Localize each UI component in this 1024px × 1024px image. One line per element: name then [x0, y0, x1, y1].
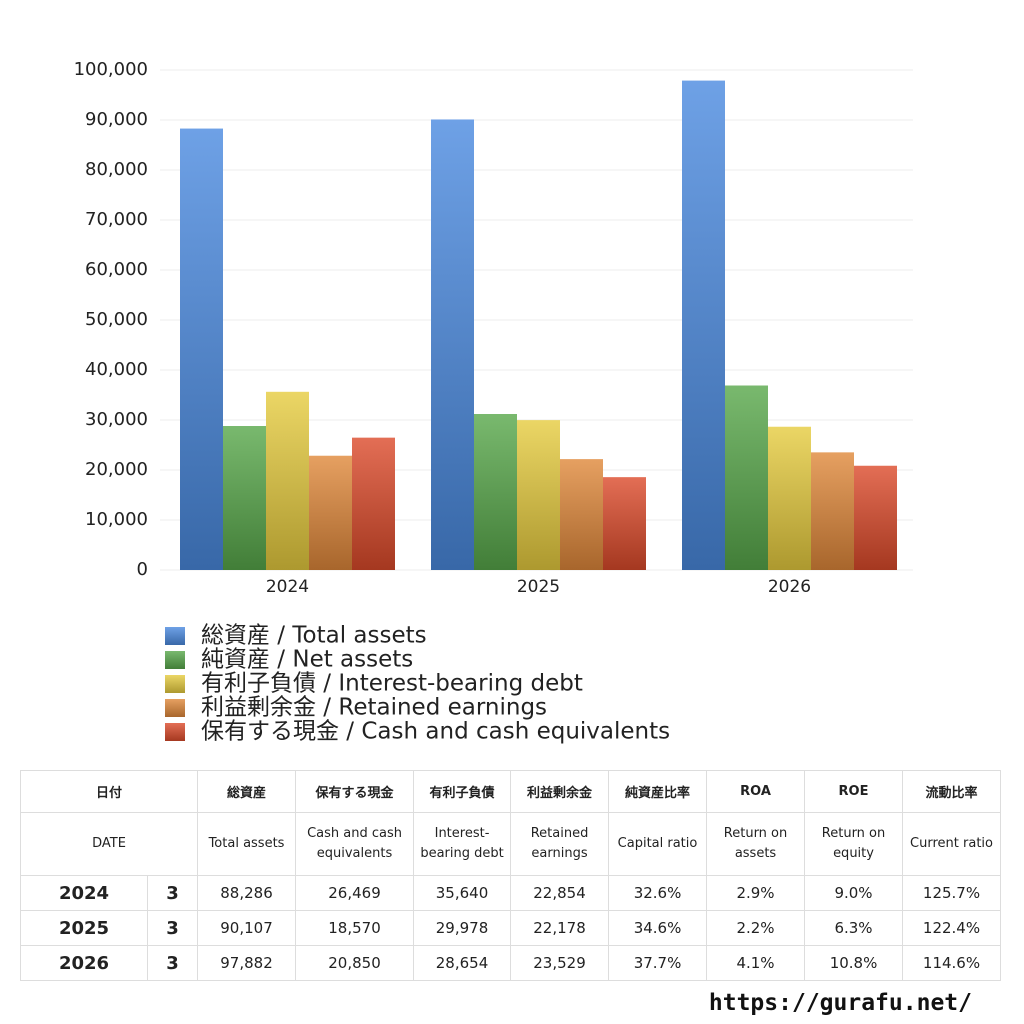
table-cell: 9.0%: [804, 875, 904, 911]
table-cell: 26,469: [295, 875, 415, 911]
table-cell: 2026: [20, 945, 148, 981]
table-cell: 35,640: [413, 875, 512, 911]
bar: [223, 426, 266, 570]
bar: [352, 437, 395, 570]
bar: [517, 420, 560, 570]
data-row: 2024 3 88,286 26,469 35,640 22,854 32.6% 2.9% 9.…: [20, 875, 1002, 911]
table-cell: 22,854: [510, 875, 610, 911]
bar: [682, 80, 725, 570]
table-cell: 2024: [20, 875, 148, 911]
table-cell: 6.3%: [804, 910, 904, 946]
data-row: 2026 3 97,882 20,850 28,654 23,529 37.7% 4.1% 10…: [20, 945, 1002, 981]
table-cell: ROA: [706, 770, 806, 813]
table-cell: Total assets: [197, 812, 297, 876]
bar: [431, 119, 474, 570]
y-tick-label: 30,000: [85, 409, 148, 430]
table-cell: Cash and cash equivalents: [295, 812, 415, 876]
bar: [854, 465, 897, 570]
legend-label: 総資産 / Total assets: [201, 623, 427, 649]
legend-label: 純資産 / Net assets: [201, 647, 413, 673]
bar: [309, 455, 352, 570]
legend-swatch: [165, 627, 185, 645]
y-tick-label: 50,000: [85, 309, 148, 330]
table-cell: 88,286: [197, 875, 297, 911]
y-tick-label: 0: [137, 559, 148, 580]
table-cell: 日付: [19, 770, 199, 813]
table-cell: 2025: [20, 910, 148, 946]
y-tick-label: 80,000: [85, 159, 148, 180]
table-cell: 37.7%: [608, 945, 708, 981]
table-cell: 2.9%: [706, 875, 806, 911]
table-cell: 10.8%: [804, 945, 904, 981]
table-cell: 20,850: [295, 945, 415, 981]
table-cell: 22,178: [510, 910, 610, 946]
bar: [603, 477, 646, 570]
x-tick-label: 2026: [768, 577, 811, 597]
legend-label: 保有する現金 / Cash and cash equivalents: [201, 719, 670, 745]
table-cell: ROE: [804, 770, 904, 813]
legend-swatch: [165, 723, 185, 741]
footer-url: https://gurafu.net/: [708, 990, 972, 1016]
x-tick-label: 2025: [517, 577, 560, 597]
table-cell: 流動比率: [902, 770, 1002, 813]
table-cell: 利益剰余金: [510, 770, 610, 813]
legend-label: 有利子負債 / Interest-bearing debt: [201, 671, 583, 697]
table-cell: DATE: [19, 812, 199, 876]
bar: [180, 128, 223, 570]
legend-label: 利益剰余金 / Retained earnings: [201, 695, 547, 721]
bar: [768, 426, 811, 570]
header-row: 日付 総資産 保有する現金 有利子負債 利益剰余金 純資産比率 ROA ROE 流動比率: [19, 770, 1002, 813]
bar: [266, 391, 309, 570]
table-cell: 保有する現金: [295, 770, 415, 813]
table-cell: 29,978: [413, 910, 512, 946]
table-cell: 3: [146, 910, 199, 946]
data-table: 日付 総資産 保有する現金 有利子負債 利益剰余金 純資産比率 ROA ROE 流動比率 DATE…: [19, 770, 1002, 981]
table-cell: 34.6%: [608, 910, 708, 946]
table-cell: 純資産比率: [608, 770, 708, 813]
legend-swatch: [165, 675, 185, 693]
y-tick-label: 60,000: [85, 259, 148, 280]
table-cell: Return on equity: [804, 812, 904, 876]
y-tick-label: 20,000: [85, 459, 148, 480]
y-tick-label: 100,000: [74, 59, 148, 80]
y-tick-label: 10,000: [85, 509, 148, 530]
y-tick-label: 90,000: [85, 109, 148, 130]
bar: [474, 414, 517, 570]
table-cell: 2.2%: [706, 910, 806, 946]
legend-swatch: [165, 651, 185, 669]
table-cell: 18,570: [295, 910, 415, 946]
y-tick-label: 70,000: [85, 209, 148, 230]
table-cell: 4.1%: [706, 945, 806, 981]
table-cell: 114.6%: [902, 945, 1002, 981]
table-cell: 有利子負債: [413, 770, 512, 813]
chart: 0 10,000 20,000 30,000 40,000 50,000 60,000 70,…: [74, 59, 913, 745]
header-row: DATE Total assets Cash and cash equivalent…: [19, 812, 1002, 876]
bar: [725, 385, 768, 570]
table-cell: 28,654: [413, 945, 512, 981]
table-cell: 125.7%: [902, 875, 1002, 911]
table-cell: Capital ratio: [608, 812, 708, 876]
table-cell: 122.4%: [902, 910, 1002, 946]
data-row: 2025 3 90,107 18,570 29,978 22,178 34.6% 2.2% 6.…: [20, 910, 1002, 946]
table-cell: 総資産: [197, 770, 297, 813]
table-cell: 23,529: [510, 945, 610, 981]
bar: [811, 452, 854, 570]
x-tick-label: 2024: [266, 577, 309, 597]
table-cell: 97,882: [197, 945, 297, 981]
table-cell: 90,107: [197, 910, 297, 946]
legend-swatch: [165, 699, 185, 717]
table-cell: 3: [146, 875, 199, 911]
table-cell: Retained earnings: [510, 812, 610, 876]
table-cell: 32.6%: [608, 875, 708, 911]
y-tick-label: 40,000: [85, 359, 148, 380]
bar: [560, 459, 603, 570]
table-cell: 3: [146, 945, 199, 981]
table-cell: Return on assets: [706, 812, 806, 876]
table-cell: Current ratio: [902, 812, 1002, 876]
table-cell: Interest-bearing debt: [413, 812, 512, 876]
